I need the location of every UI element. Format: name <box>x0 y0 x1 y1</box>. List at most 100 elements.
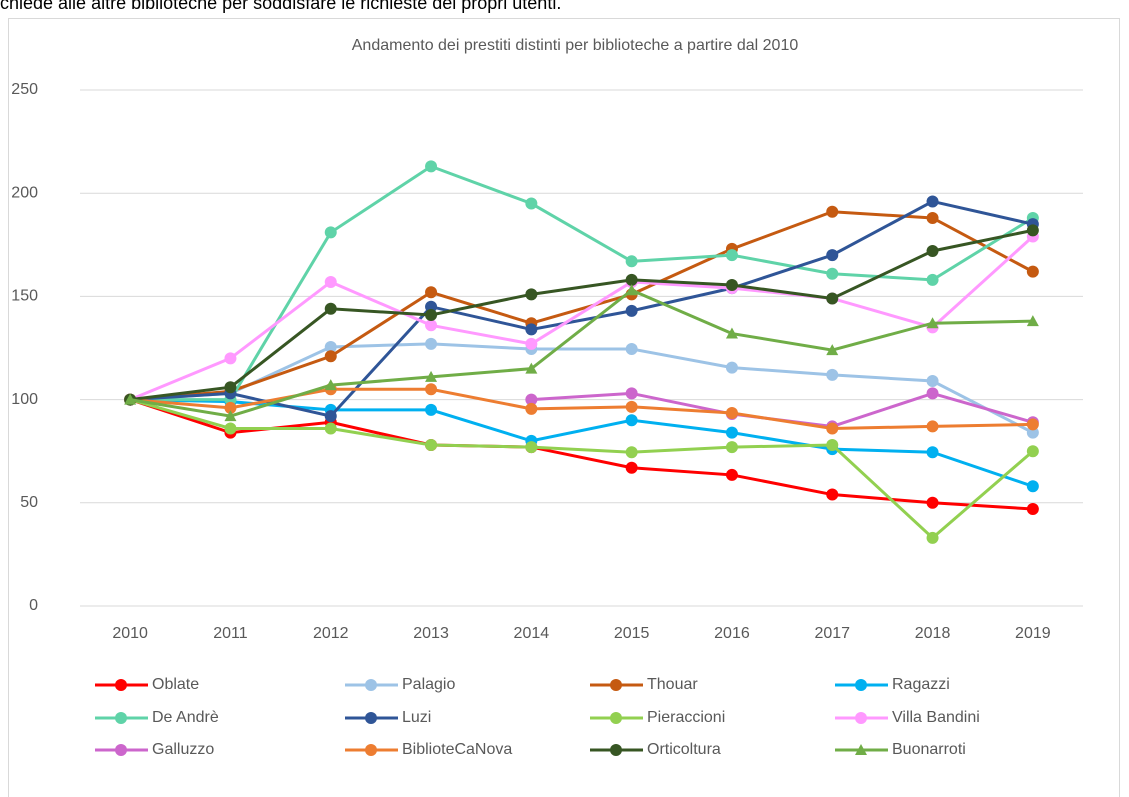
marker <box>1026 315 1039 327</box>
series-line <box>129 398 1034 540</box>
marker <box>855 744 867 755</box>
series-line <box>130 199 1034 418</box>
series-line <box>130 387 1033 430</box>
marker <box>725 249 738 262</box>
marker <box>425 383 438 396</box>
legend-label: BiblioteCaNova <box>402 741 512 758</box>
marker <box>525 393 538 406</box>
marker <box>826 439 839 452</box>
marker <box>625 273 638 286</box>
marker <box>926 387 939 400</box>
marker <box>324 379 337 391</box>
y-tick-label: 0 <box>29 597 38 614</box>
series-line <box>129 228 1034 402</box>
legend-label: De Andrè <box>152 709 219 726</box>
legend-label: Luzi <box>402 709 431 726</box>
intro-text: chiede alle altre biblioteche per soddis… <box>0 0 561 13</box>
marker <box>610 712 622 724</box>
marker <box>725 327 738 339</box>
legend-label: Buonarroti <box>892 741 966 758</box>
x-tick-label: 2018 <box>915 625 951 642</box>
x-tick-label: 2014 <box>514 625 550 642</box>
x-tick-label: 2019 <box>1015 625 1051 642</box>
marker <box>425 337 438 350</box>
marker <box>725 468 738 481</box>
marker <box>725 441 738 454</box>
marker <box>115 679 127 691</box>
y-tick-label: 150 <box>11 288 38 305</box>
marker <box>826 368 839 381</box>
legend-label: Ragazzi <box>892 676 950 693</box>
marker <box>324 350 337 363</box>
marker <box>425 370 438 382</box>
marker <box>425 286 438 299</box>
marker <box>625 284 638 296</box>
y-tick-label: 100 <box>11 391 38 408</box>
marker <box>365 744 377 756</box>
marker <box>1026 418 1039 431</box>
marker <box>324 422 337 435</box>
marker <box>115 712 127 724</box>
marker <box>1026 502 1039 515</box>
marker <box>115 744 127 756</box>
legend-label: Galluzzo <box>152 741 214 758</box>
marker <box>525 323 538 336</box>
legend-label: Thouar <box>647 676 698 693</box>
marker <box>826 205 839 218</box>
marker <box>425 308 438 321</box>
x-tick-label: 2013 <box>413 625 449 642</box>
marker <box>826 249 839 262</box>
marker <box>525 337 538 350</box>
marker <box>224 352 237 365</box>
marker <box>365 679 377 691</box>
marker <box>926 420 939 433</box>
marker <box>425 300 438 313</box>
marker <box>365 712 377 724</box>
marker <box>826 344 839 356</box>
marker <box>725 407 738 420</box>
marker <box>826 488 839 501</box>
marker <box>926 273 939 286</box>
marker <box>324 275 337 288</box>
marker <box>1026 426 1039 439</box>
marker <box>725 426 738 439</box>
marker <box>610 744 622 756</box>
x-tick-label: 2015 <box>614 625 650 642</box>
marker <box>855 679 867 691</box>
x-tick-label: 2011 <box>213 625 248 642</box>
legend-label: Pieraccioni <box>647 709 725 726</box>
marker <box>224 410 237 422</box>
marker <box>425 439 438 452</box>
marker <box>625 343 638 356</box>
marker <box>926 531 939 544</box>
series-line <box>130 164 1034 402</box>
legend-label: Palagio <box>402 676 455 693</box>
chart-title: Andamento dei prestiti distinti per bibl… <box>352 37 799 54</box>
marker <box>725 361 738 374</box>
marker <box>224 381 237 394</box>
marker <box>625 414 638 427</box>
marker <box>826 292 839 305</box>
marker <box>826 267 839 280</box>
legend-label: Villa Bandini <box>892 709 980 726</box>
series-line <box>129 288 1033 418</box>
marker <box>826 422 839 435</box>
marker <box>610 679 622 691</box>
marker <box>1026 224 1039 237</box>
marker <box>625 400 638 413</box>
series-line <box>130 342 1034 434</box>
marker <box>855 712 867 724</box>
marker <box>926 496 939 509</box>
marker <box>124 393 137 405</box>
y-tick-label: 250 <box>11 81 38 98</box>
marker <box>926 195 939 208</box>
series-line <box>129 235 1034 401</box>
marker <box>324 410 337 423</box>
legend-label: Oblate <box>152 676 199 693</box>
marker <box>425 160 438 173</box>
marker <box>625 255 638 268</box>
y-tick-label: 50 <box>20 494 38 511</box>
marker <box>324 340 337 353</box>
marker <box>324 226 337 239</box>
